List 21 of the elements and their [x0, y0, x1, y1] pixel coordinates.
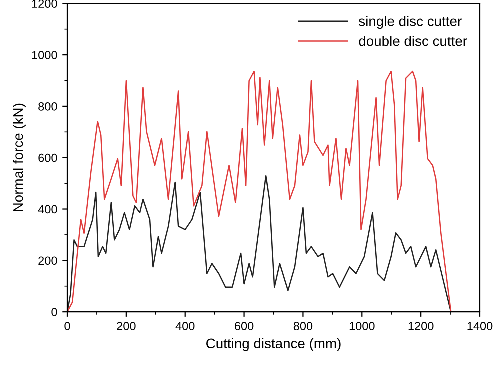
line-series [68, 175, 452, 312]
y-tick-label: 1000 [32, 51, 58, 60]
y-tick-label: 400 [38, 205, 58, 214]
x-tick-label: 1200 [408, 322, 434, 330]
x-tick-label: 800 [294, 322, 313, 330]
x-tick-label: 1000 [350, 322, 375, 330]
y-tick-label: 600 [38, 154, 58, 162]
x-axis-title: Cutting distance (mm) [206, 338, 341, 352]
x-tick-label: 1400 [468, 322, 493, 330]
x-tick-label: 0 [64, 322, 70, 330]
line-series [68, 70, 452, 312]
y-axis-title: Normal force (kN) [13, 104, 26, 212]
y-tick-label: 0 [52, 308, 58, 316]
y-tick-label: 800 [38, 102, 58, 111]
legend-label: single disc cutter [359, 16, 462, 30]
legend-label: double disc cutter [359, 36, 468, 46]
y-tick-label: 200 [38, 256, 58, 266]
x-tick-label: 600 [235, 322, 254, 330]
x-tick-label: 200 [117, 322, 136, 330]
x-tick-label: 400 [176, 322, 195, 330]
y-tick-label: 1200 [32, 0, 58, 8]
